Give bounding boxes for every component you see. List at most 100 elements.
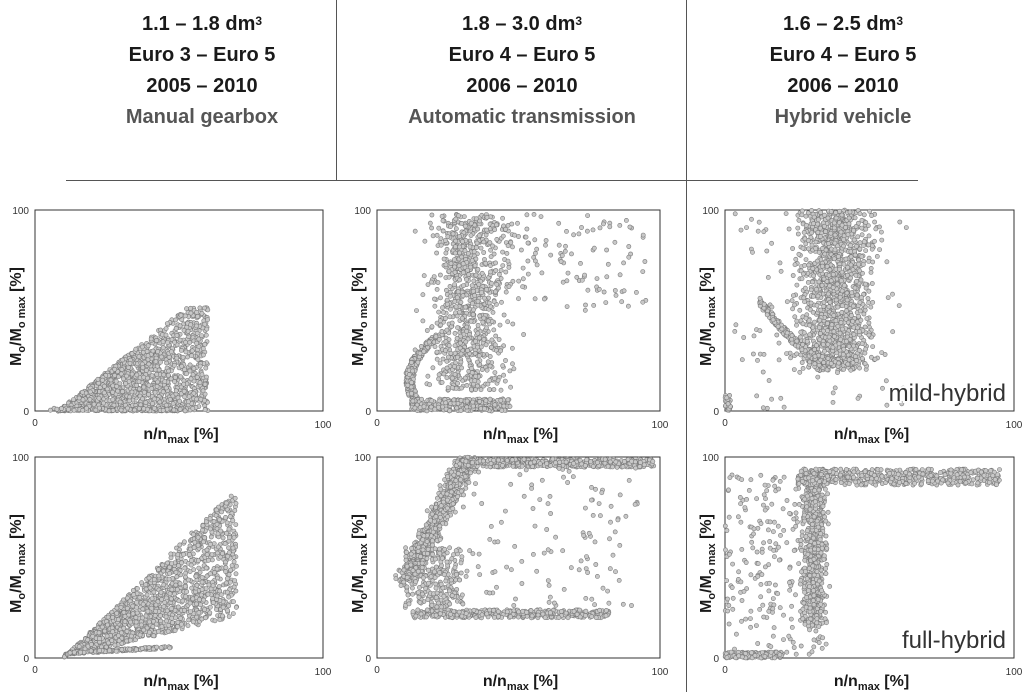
data-point: [158, 354, 164, 360]
data-point: [760, 405, 766, 411]
data-point: [815, 258, 820, 264]
data-point: [793, 256, 799, 262]
data-point: [796, 217, 802, 223]
data-point: [626, 254, 632, 260]
data-point: [152, 389, 158, 395]
data-point: [832, 232, 838, 238]
data-point: [802, 262, 807, 268]
data-point: [868, 265, 874, 271]
data-point: [863, 248, 869, 253]
data-point: [126, 398, 132, 404]
data-point: [187, 339, 193, 345]
data-point: [539, 270, 545, 276]
data-point: [140, 365, 146, 370]
data-point: [750, 249, 755, 255]
data-point: [101, 390, 107, 396]
data-point: [487, 363, 493, 369]
data-point: [141, 389, 147, 395]
gearbox-label: Automatic transmission: [408, 106, 636, 128]
data-point: [559, 253, 565, 258]
data-point: [436, 225, 442, 231]
data-point: [823, 247, 829, 253]
data-point: [201, 305, 207, 311]
data-point: [764, 248, 770, 254]
data-point: [505, 319, 511, 325]
data-point: [492, 289, 498, 295]
data-point: [452, 299, 458, 304]
data-point: [764, 312, 770, 318]
data-point: [778, 395, 784, 401]
data-point: [442, 315, 448, 321]
data-point: [496, 337, 502, 342]
data-point: [510, 321, 516, 327]
data-point: [494, 281, 500, 287]
data-point: [817, 337, 823, 342]
data-point: [725, 401, 731, 407]
data-point: [463, 339, 469, 345]
data-point: [879, 237, 885, 243]
data-point: [741, 335, 747, 340]
data-point: [467, 244, 473, 250]
data-point: [841, 237, 846, 242]
displacement-unit-exponent: 3: [255, 14, 263, 28]
data-point: [59, 406, 64, 411]
data-point: [812, 361, 818, 367]
data-point: [431, 274, 437, 279]
data-point: [839, 212, 845, 218]
data-point: [854, 278, 859, 284]
data-point: [487, 387, 492, 392]
data-point: [419, 396, 424, 402]
data-point: [854, 358, 859, 363]
data-point: [480, 319, 486, 325]
data-point: [129, 389, 135, 395]
data-point: [583, 302, 588, 308]
data-point: [828, 209, 834, 214]
data-point: [203, 374, 209, 380]
column-divider: [336, 0, 337, 180]
data-point: [148, 336, 154, 342]
data-point: [789, 340, 795, 346]
data-point: [409, 380, 414, 385]
data-point: [489, 337, 495, 343]
data-point: [191, 366, 197, 371]
data-point: [458, 299, 464, 305]
data-point: [96, 395, 102, 401]
data-point: [202, 407, 208, 413]
data-point: [803, 257, 809, 262]
data-point: [54, 406, 60, 412]
data-point: [794, 322, 799, 328]
data-point: [454, 405, 460, 411]
data-point: [453, 385, 459, 391]
data-point: [761, 229, 767, 235]
data-point: [426, 339, 432, 345]
data-point: [477, 399, 483, 404]
data-point: [484, 325, 489, 331]
data-point: [166, 368, 171, 374]
data-point: [832, 247, 838, 253]
data-point: [151, 405, 157, 411]
data-point: [71, 407, 77, 413]
data-point: [879, 229, 884, 235]
data-point: [784, 351, 789, 356]
data-point: [863, 281, 868, 287]
data-point: [626, 244, 632, 249]
data-point: [455, 400, 461, 406]
data-point: [432, 303, 438, 309]
data-point: [802, 285, 808, 291]
data-point: [812, 353, 818, 359]
data-point: [524, 212, 530, 218]
data-point: [505, 397, 511, 403]
data-point: [828, 278, 834, 284]
data-point: [469, 365, 474, 371]
data-point: [173, 388, 179, 394]
data-point: [490, 309, 496, 315]
data-point: [473, 245, 479, 250]
data-point: [452, 250, 458, 256]
data-point: [798, 329, 804, 335]
data-point: [153, 359, 159, 364]
data-point: [835, 323, 841, 329]
data-point: [93, 407, 99, 413]
data-point: [491, 251, 497, 257]
data-point: [779, 326, 785, 332]
data-point: [816, 249, 822, 255]
